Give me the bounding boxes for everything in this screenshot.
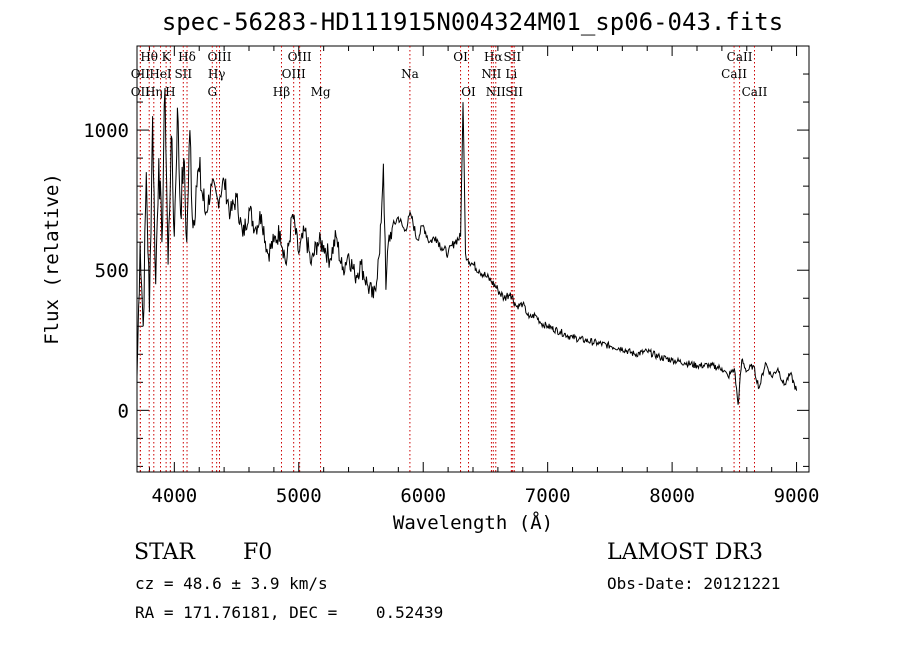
spectral-line-label: H — [165, 85, 175, 99]
spectral-line-label: CaII — [727, 50, 753, 64]
cz-value: cz = 48.6 ± 3.9 km/s — [135, 574, 328, 593]
survey-label: LAMOST DR3 — [607, 540, 763, 565]
spectral-line-label: HeI — [149, 67, 172, 81]
y-tick-label: 1000 — [83, 120, 129, 142]
spectral-line-label: OIII — [282, 67, 306, 81]
spectral-line-label: Hθ — [140, 50, 158, 64]
x-tick-label: 6000 — [400, 485, 446, 507]
object-class: STAR — [134, 540, 195, 565]
spectral-line-label: CaII — [742, 85, 768, 99]
x-tick-label: 4000 — [151, 485, 197, 507]
spectral-line-label: Mg — [311, 85, 331, 99]
spectral-line-label: SII — [503, 50, 521, 64]
spectral-line-label: OII — [131, 85, 151, 99]
spectral-line-label: NII — [481, 67, 501, 81]
spectral-line-label: CaII — [721, 67, 747, 81]
spectral-line-label: SII — [505, 85, 523, 99]
spectral-line-label: OIII — [207, 50, 231, 64]
y-tick-label: 0 — [118, 400, 129, 422]
spectral-line-label: G — [207, 85, 217, 99]
obs-date: Obs-Date: 20121221 — [607, 574, 781, 593]
x-tick-label: 5000 — [276, 485, 322, 507]
chart-title: spec-56283-HD111915N004324M01_sp06-043.f… — [161, 8, 784, 36]
spectral-line-label: OI — [453, 50, 468, 64]
spectrum-line — [136, 87, 798, 405]
y-axis-label: Flux (relative) — [41, 173, 63, 345]
spectral-line-label: Hγ — [208, 67, 226, 81]
x-axis-label: Wavelength (Å) — [393, 511, 553, 534]
x-tick-label: 7000 — [525, 485, 571, 507]
spectral-line-label: OI — [461, 85, 476, 99]
spectral-line-label: SII — [174, 67, 192, 81]
spectral-line-label: Hα — [484, 50, 503, 64]
x-tick-label: 8000 — [649, 485, 695, 507]
x-tick-label: 9000 — [774, 485, 820, 507]
spectral-line-label: K — [162, 50, 172, 64]
spectral-line-label: OIII — [288, 50, 312, 64]
spectral-line-label: Hη — [145, 85, 163, 99]
subclass: F0 — [243, 540, 273, 565]
spectral-line-label: NII — [486, 85, 506, 99]
coordinates: RA = 171.76181, DEC = 0.52439 — [135, 603, 444, 622]
y-tick-label: 500 — [95, 260, 129, 282]
plot-frame — [136, 45, 810, 473]
spectral-line-label: Li — [505, 67, 517, 81]
spectral-line-label: Na — [401, 67, 419, 81]
spectral-line-label: Hδ — [178, 50, 196, 64]
spectral-line-label: Hβ — [273, 85, 290, 99]
